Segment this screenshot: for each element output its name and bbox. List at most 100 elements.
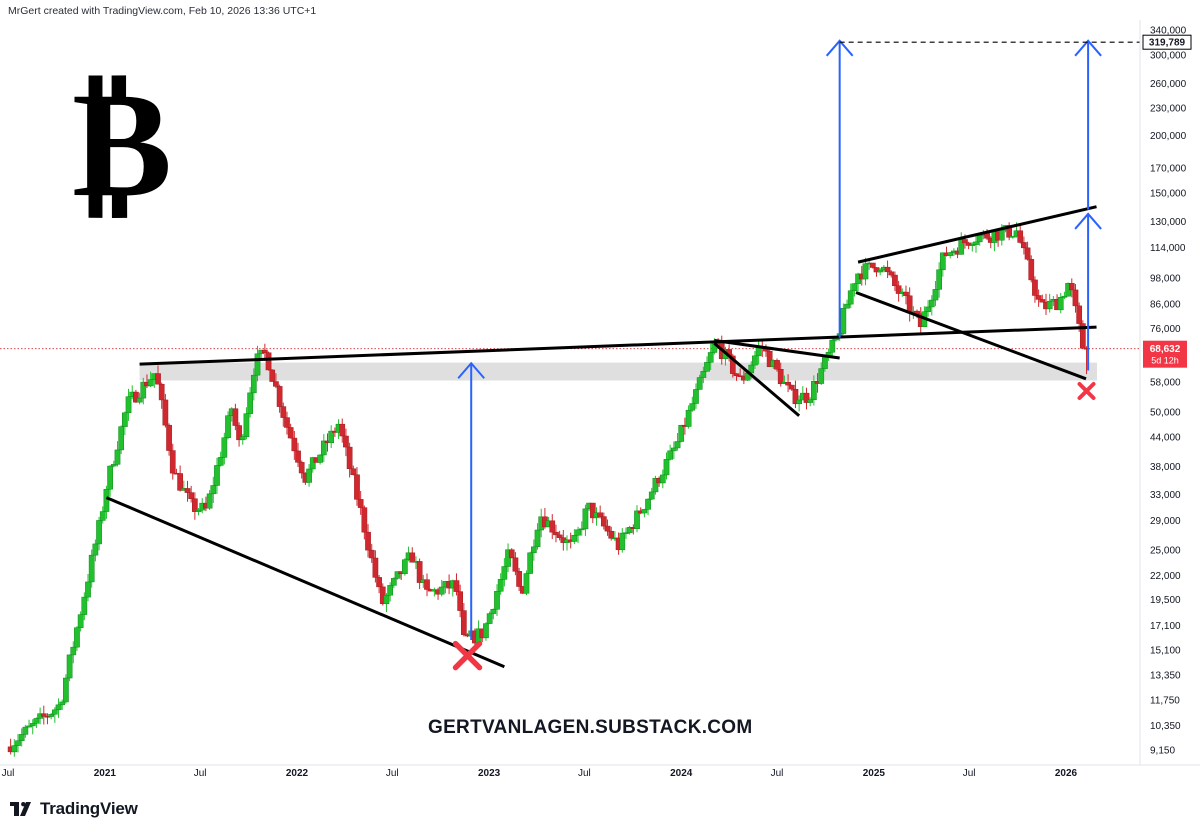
candle-body: [166, 424, 172, 451]
candle-body: [822, 356, 828, 369]
candle-body: [829, 339, 836, 353]
trendline-channel-upper-2025: [857, 205, 1097, 264]
candle-body: [206, 493, 213, 509]
candle-body: [604, 525, 611, 532]
x-tick-label: 2021: [94, 768, 117, 779]
y-tick-label: 15,100: [1150, 646, 1181, 657]
y-tick-label: 300,000: [1150, 50, 1187, 61]
candle-body: [346, 446, 353, 470]
y-tick-label: 340,000: [1150, 26, 1187, 37]
candle-body: [807, 399, 814, 403]
x-tick-label: 2026: [1055, 768, 1078, 779]
candle-body: [155, 373, 161, 385]
candle-body: [387, 585, 393, 596]
candle-body: [1032, 279, 1038, 296]
candle-body: [15, 740, 21, 746]
candle-body: [597, 512, 604, 517]
support-zone: [139, 362, 1098, 381]
candle-body: [589, 502, 596, 519]
candle-body: [527, 552, 534, 574]
candle-body: [1009, 235, 1016, 238]
candle-body: [262, 349, 268, 353]
candle-body: [932, 289, 939, 301]
candle-body: [291, 437, 298, 452]
trendline-wedge-upper-2024: [714, 339, 840, 360]
y-tick-label: 200,000: [1150, 131, 1187, 142]
candle-body: [354, 474, 360, 500]
candle-body: [162, 399, 169, 426]
candle-body: [553, 531, 559, 536]
candle-body: [530, 546, 537, 554]
candle-body: [818, 368, 825, 384]
candle-body: [575, 529, 581, 536]
candle-body: [494, 591, 500, 610]
candle-body: [110, 464, 117, 467]
candle-body: [416, 561, 423, 583]
candle-body: [18, 734, 25, 741]
candle-body: [516, 571, 522, 587]
tradingview-wordmark: TradingView: [40, 799, 138, 818]
candle-body: [652, 477, 659, 493]
chart-attribution: MrGert created with TradingView.com, Feb…: [8, 5, 317, 17]
candle-body: [26, 725, 32, 728]
candle-body: [284, 417, 290, 428]
projection-arrow-head: [825, 39, 854, 57]
candle-body: [796, 399, 802, 405]
candle-body: [851, 283, 858, 291]
y-tick-label: 150,000: [1150, 188, 1187, 199]
candle-body: [733, 373, 740, 376]
tradingview-footer[interactable]: TradingView: [10, 797, 138, 821]
candle-body: [339, 423, 346, 437]
y-tick-label: 50,000: [1150, 407, 1181, 418]
candle-body: [490, 609, 497, 614]
candle-body: [409, 552, 416, 563]
candle-body: [320, 440, 327, 456]
candle-body: [328, 430, 335, 444]
candle-body: [350, 468, 357, 475]
red-cross-mark: [1077, 381, 1096, 400]
x-tick-label: 2024: [670, 768, 693, 779]
candle-body: [63, 677, 69, 703]
trendline-lower-support-2021-2022: [105, 496, 505, 669]
current-price-badge: [1143, 340, 1187, 368]
y-tick-label: 29,000: [1150, 516, 1181, 527]
candle-body: [40, 713, 47, 717]
candle-body: [1068, 283, 1075, 291]
candle-body: [88, 554, 95, 583]
candle-body: [210, 485, 217, 495]
candle-body: [361, 507, 368, 533]
candle-body: [239, 436, 246, 441]
x-tick-label: Jul: [963, 768, 976, 779]
candle-body: [619, 532, 626, 551]
candle-body: [1039, 299, 1046, 303]
candle-body: [696, 377, 703, 390]
candle-body: [667, 450, 674, 460]
candle-body: [247, 392, 253, 414]
candle-body: [844, 303, 850, 309]
candle-body: [51, 709, 58, 715]
y-tick-label: 98,000: [1150, 273, 1181, 284]
candle-body: [59, 701, 66, 706]
candle-body: [729, 355, 736, 374]
y-tick-label: 19,500: [1150, 595, 1181, 606]
y-tick-label: 10,350: [1150, 721, 1181, 732]
y-tick-label: 114,000: [1150, 243, 1186, 254]
candle-body: [623, 532, 629, 534]
candle-body: [136, 397, 143, 403]
x-tick-label: Jul: [194, 768, 207, 779]
candle-body: [976, 235, 983, 243]
y-tick-label: 86,000: [1150, 299, 1181, 310]
candle-body: [869, 262, 876, 268]
candle-body: [508, 549, 515, 559]
candle-body: [678, 424, 685, 442]
candle-body: [1061, 295, 1068, 298]
candle-body: [70, 646, 77, 656]
candle-body: [1079, 323, 1086, 349]
candle-body: [549, 520, 556, 533]
candle-body: [501, 566, 508, 580]
candle-body: [457, 591, 464, 611]
candle-body: [158, 383, 165, 401]
candle-body: [29, 723, 36, 727]
candle-body: [903, 291, 909, 297]
x-tick-label: Jul: [2, 768, 15, 779]
